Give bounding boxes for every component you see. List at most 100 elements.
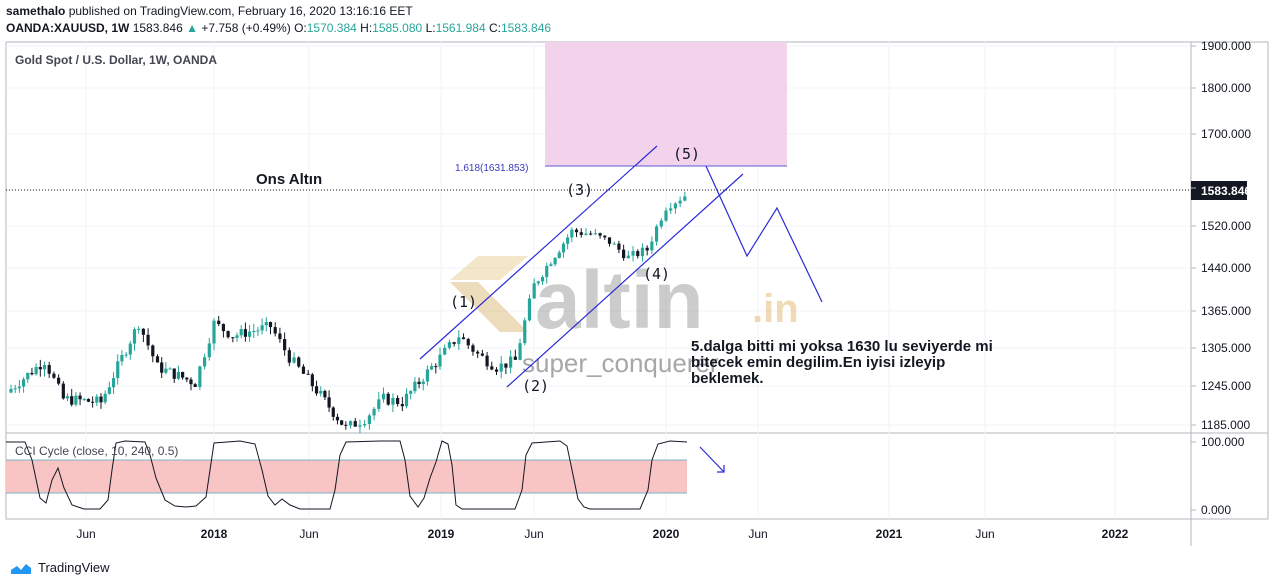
publish-info: published on TradingView.com, February 1… (68, 4, 413, 18)
candle-body (243, 329, 247, 337)
candle-body (202, 357, 207, 367)
candle-body (74, 395, 78, 405)
y-tick-label: 1800.000 (1201, 81, 1251, 95)
cci-projection-line (699, 446, 725, 473)
candle-body (466, 339, 470, 346)
candle-body (99, 396, 103, 403)
cci-line (6, 440, 688, 510)
comment-line-3: beklemek. (691, 370, 764, 387)
time-axis[interactable]: Jun 2018 Jun 2019 Jun 2020 Jun 2021 Jun 2022 (76, 527, 1128, 541)
candle-body (457, 337, 461, 344)
target-box (545, 42, 787, 166)
y-tick-label: 1185.000 (1201, 418, 1250, 432)
candle-body (164, 368, 168, 373)
watermark-user: super_conquerer (522, 348, 719, 378)
candle-body (141, 328, 145, 335)
candle-body (485, 355, 489, 367)
candle-body (34, 367, 38, 375)
candle-body (61, 383, 65, 399)
wave-5-label: (5) (673, 145, 700, 163)
footer-brand[interactable]: TradingView (10, 560, 110, 575)
price-axis[interactable]: 1900.000 1800.000 1700.000 1520.000 1440.000… (1191, 39, 1251, 432)
candle-body (116, 361, 120, 379)
candle-body (584, 233, 588, 235)
candle-body (319, 390, 323, 394)
candle-body (292, 357, 296, 363)
open-value: 1570.384 (306, 21, 357, 35)
candle-body (461, 337, 466, 340)
candle-body (168, 368, 172, 370)
indicator-legend[interactable]: CCI Cycle (close, 10, 240, 0.5) (15, 444, 178, 458)
candle-body (404, 393, 409, 407)
candle-body (434, 366, 438, 368)
candle-body (124, 354, 128, 356)
candle-body (622, 249, 626, 259)
candle-body (579, 232, 583, 235)
candle-body (536, 281, 540, 284)
candle-body (532, 283, 536, 299)
candle-body (683, 196, 687, 201)
candle-body (297, 357, 301, 367)
candle-body (476, 351, 480, 354)
candle-body (593, 233, 597, 235)
candle-body (566, 237, 570, 244)
candle-body (26, 372, 30, 380)
x-tick-label: Jun (299, 527, 318, 541)
candle-body (545, 265, 549, 278)
candle-body (540, 277, 545, 282)
price-change: +7.758 (+0.49%) (201, 21, 291, 35)
cci-axis[interactable]: 100.000 0.000 (1191, 435, 1245, 517)
candle-body (557, 252, 561, 258)
candle-body (363, 424, 367, 426)
candle-body (38, 367, 42, 370)
cci-projection-arrow-icon (717, 465, 725, 473)
projection-path[interactable] (705, 165, 823, 303)
ohlc-line: OANDA:XAUUSD, 1W 1583.846 ▲ +7.758 (+0.4… (6, 21, 551, 35)
candle-body (598, 233, 602, 236)
candle-body (278, 333, 282, 340)
candle-body (340, 420, 344, 425)
candle-body (509, 356, 513, 368)
last-price-tag-label: 1583.846 (1201, 184, 1251, 198)
channel-lower-line[interactable] (506, 173, 744, 388)
up-arrow-icon: ▲ (186, 21, 198, 35)
channel-upper-line[interactable] (419, 145, 658, 360)
cci-tick-label: 0.000 (1201, 503, 1231, 517)
candle-body (452, 342, 456, 344)
symbol-label: OANDA:XAUUSD, 1W (6, 21, 130, 35)
candle-body (523, 320, 527, 344)
candle-body (381, 393, 386, 400)
candle-body (212, 320, 216, 344)
last-price: 1583.846 (132, 21, 183, 35)
candle-body (669, 208, 673, 211)
comment-line-2: bitecek emin degilim.En iyisi izleyip (691, 354, 945, 371)
x-tick-label: 2022 (1102, 527, 1129, 541)
candle-body (172, 368, 176, 379)
main-series-legend[interactable]: Gold Spot / U.S. Dollar, 1W, OANDA (15, 53, 217, 67)
candle-body (160, 362, 164, 373)
y-tick-label: 1440.000 (1201, 261, 1251, 275)
candle-body (527, 298, 532, 321)
candle-body (256, 330, 260, 332)
candle-body (47, 364, 51, 374)
x-tick-label: 2021 (876, 527, 903, 541)
candle-body (57, 377, 61, 384)
candle-body (52, 373, 56, 378)
watermark-logo-shadow-icon (450, 282, 528, 332)
candle-body (417, 381, 421, 385)
candle-body (86, 399, 91, 402)
candle-body (513, 356, 517, 360)
candle-body (631, 251, 635, 256)
candle-body (207, 343, 211, 358)
candle-body (574, 229, 579, 233)
open-label: O: (294, 21, 307, 35)
candle-body (268, 322, 273, 328)
y-tick-label: 1365.000 (1201, 304, 1251, 318)
candle-body (310, 374, 314, 387)
candle-body (17, 386, 21, 389)
publisher-name[interactable]: samethalo (6, 4, 66, 18)
watermark: altin .in (450, 255, 799, 346)
low-label: L: (425, 21, 436, 35)
candle-body (348, 421, 353, 426)
